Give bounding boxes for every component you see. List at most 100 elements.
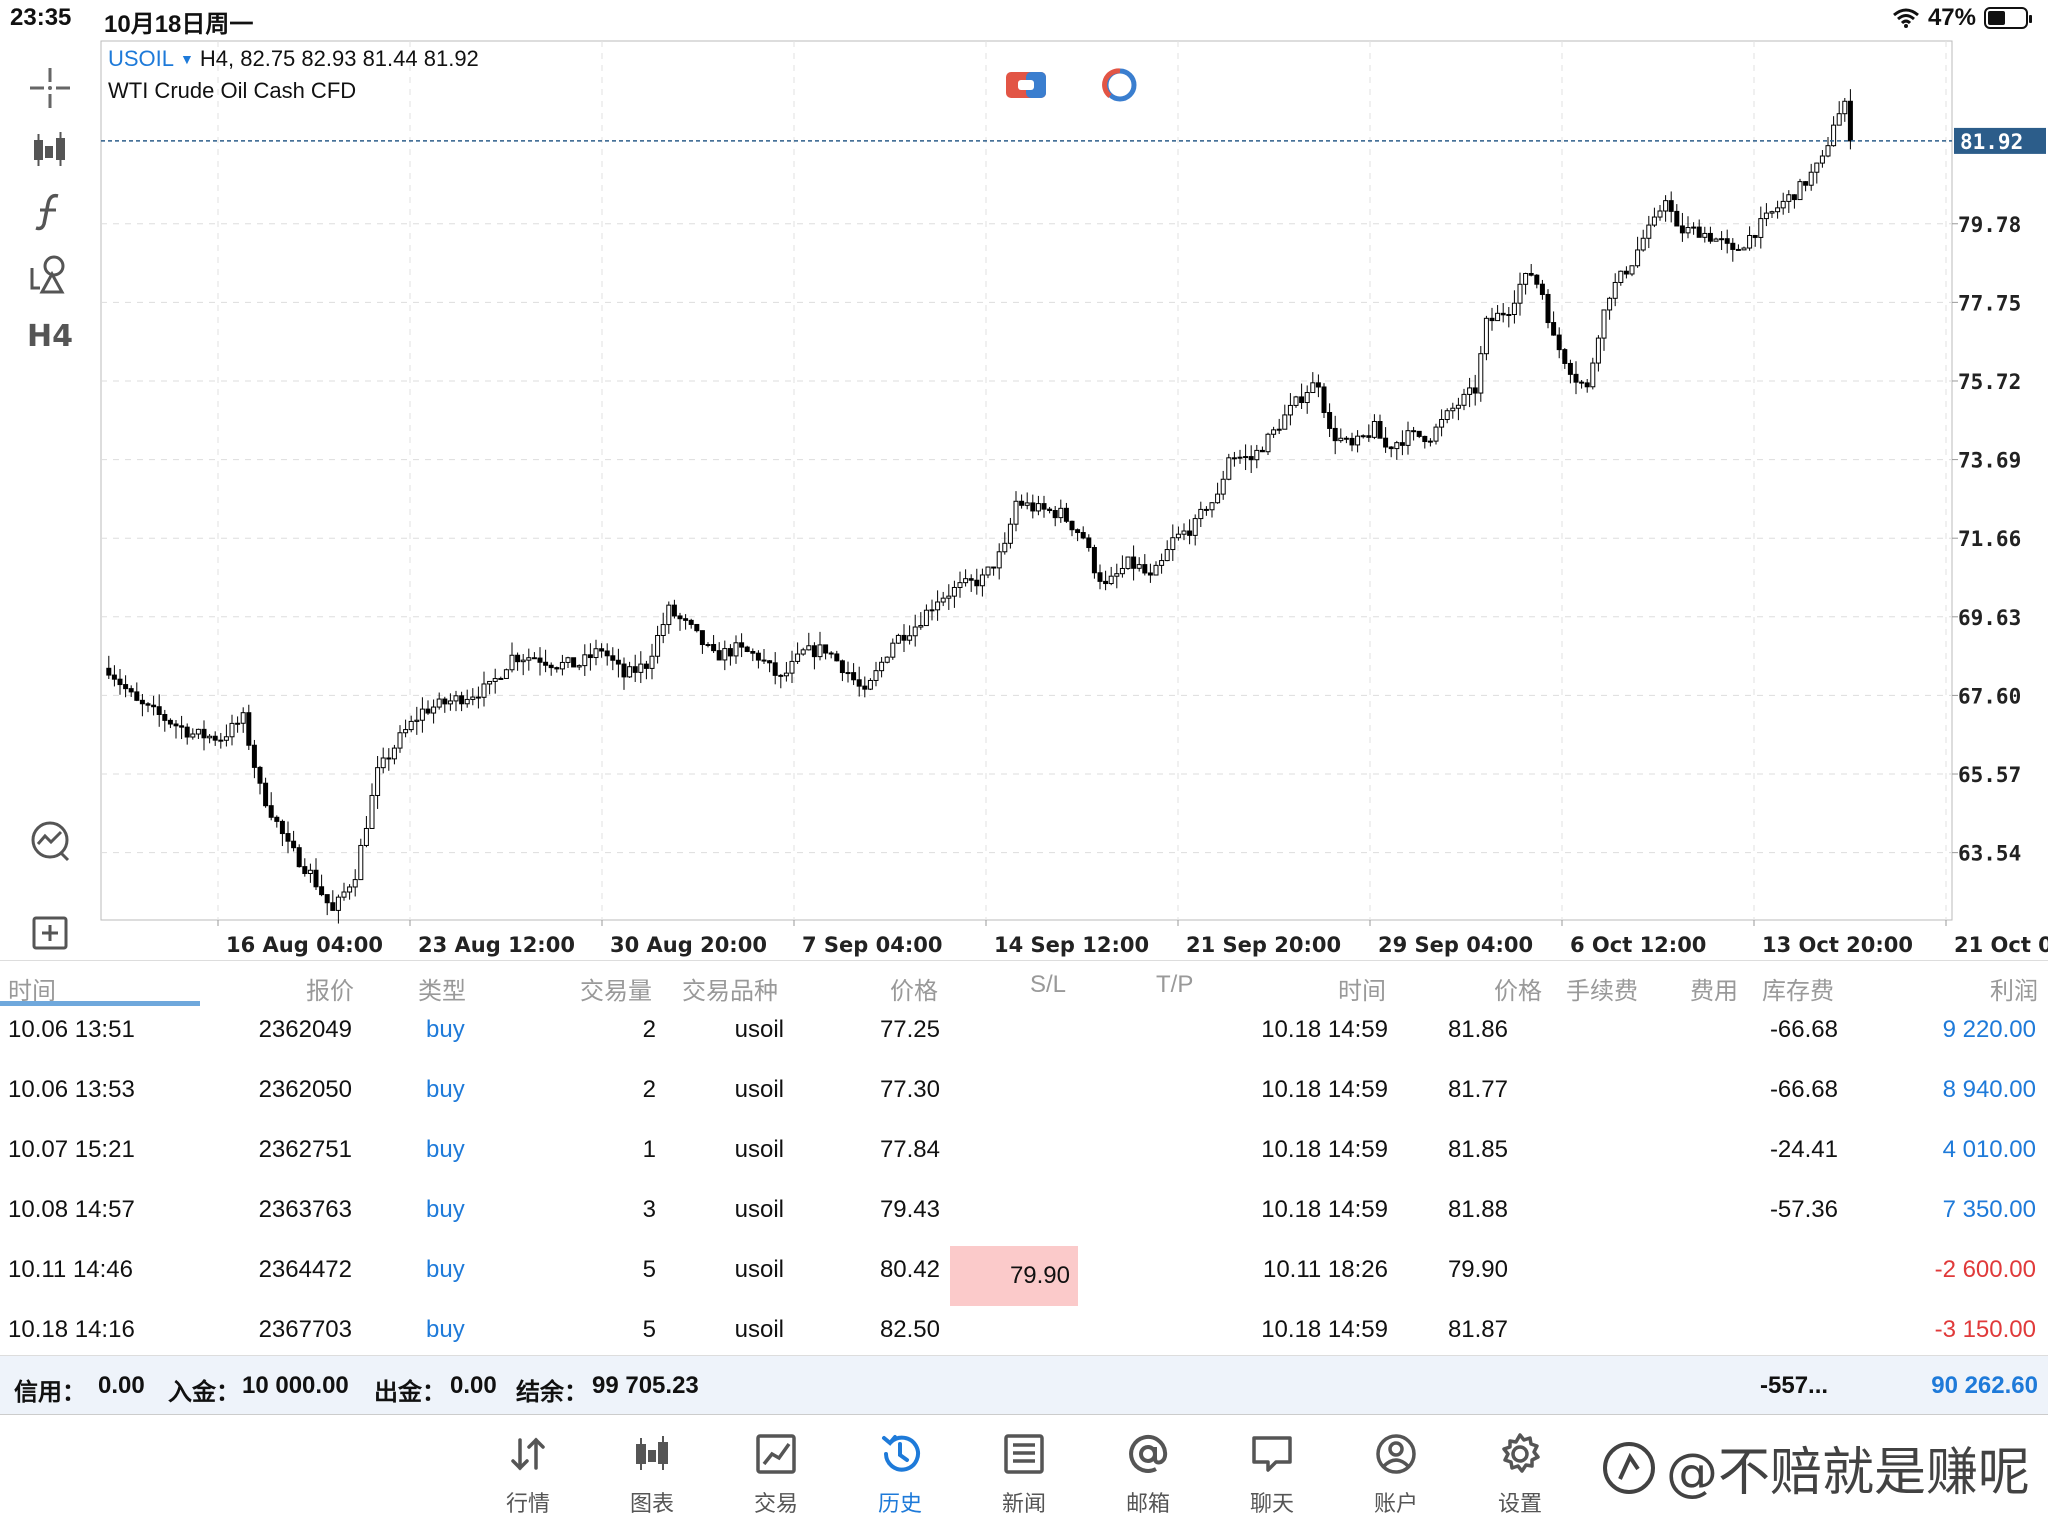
cell-symbol: usoil: [734, 1316, 784, 1343]
col-price[interactable]: 价格: [890, 978, 938, 1005]
cell-price: 80.42: [879, 1256, 940, 1283]
nav-chat[interactable]: 聊天: [1222, 1430, 1322, 1518]
nav-history[interactable]: 历史: [850, 1430, 950, 1518]
y-tick-label: 67.60: [1958, 684, 2021, 708]
table-row[interactable]: 10.11 14:46 2364472 buy 5 usoil 80.42 79.90 10.…: [0, 1246, 2048, 1306]
cell-close-price: 81.86: [1447, 1016, 1508, 1043]
cell-close-price: 81.77: [1447, 1076, 1508, 1103]
candle-body: [1164, 549, 1170, 562]
table-row[interactable]: 10.06 13:51 2362049 buy 2 usoil 77.25 10.18 14…: [0, 1006, 2048, 1066]
nav-settings[interactable]: 设置: [1470, 1430, 1570, 1518]
candle-body: [503, 669, 509, 679]
cell-sl: [950, 1066, 1078, 1126]
symbol-selector[interactable]: USOIL: [108, 46, 175, 71]
candle-body: [520, 659, 526, 663]
col-type[interactable]: 类型: [418, 978, 466, 1005]
candle-body: [979, 574, 985, 587]
chart-type-icon[interactable]: [20, 120, 80, 180]
candle-body: [1741, 247, 1747, 251]
objects-icon[interactable]: [20, 244, 80, 304]
candle-body: [604, 650, 610, 657]
candle-body: [1730, 242, 1736, 250]
nav-quotes[interactable]: 行情: [478, 1430, 578, 1518]
table-body: 10.06 13:51 2362049 buy 2 usoil 77.25 10.18 14…: [0, 1006, 2048, 1366]
col-symbol[interactable]: 交易品种: [682, 978, 778, 1005]
candle-body: [1825, 145, 1831, 157]
trading-signals-icon[interactable]: [20, 810, 80, 870]
candle-body: [1411, 430, 1417, 433]
candle-body: [1052, 510, 1058, 519]
candle-body: [627, 666, 633, 678]
candle-body: [671, 604, 677, 617]
table-row[interactable]: 10.18 14:16 2367703 buy 5 usoil 82.50 10.18 14…: [0, 1306, 2048, 1366]
nav-mail[interactable]: 邮箱: [1098, 1430, 1198, 1518]
cell-close-time: 10.18 14:59: [1261, 1016, 1388, 1043]
col-fee[interactable]: 费用: [1690, 978, 1738, 1005]
col-sl[interactable]: S/L: [1030, 971, 1067, 998]
wifi-icon: [1892, 8, 1919, 28]
new-order-icon[interactable]: [20, 902, 80, 962]
candle-body: [414, 719, 420, 722]
one-click-trading-icon[interactable]: [1004, 68, 1048, 102]
y-tick-label: 75.72: [1958, 370, 2021, 394]
signal-status-icon[interactable]: [1098, 68, 1142, 102]
candle-body: [767, 660, 773, 664]
x-tick-label: 7 Sep 04:00: [802, 933, 942, 957]
candle-body: [195, 728, 201, 735]
col-open-time[interactable]: 时间: [8, 978, 56, 1005]
candle-body: [531, 657, 537, 660]
chart-area[interactable]: 79.78 77.75 75.72 73.69 71.66 69.63 67.60 65.57…: [100, 40, 2048, 960]
crosshair-icon[interactable]: [20, 58, 80, 118]
price-chart[interactable]: 79.78 77.75 75.72 73.69 71.66 69.63 67.60 65.57…: [100, 40, 2048, 960]
chevron-down-icon[interactable]: ▼: [180, 51, 194, 67]
candle-body: [1405, 430, 1411, 446]
col-profit[interactable]: 利润: [1990, 978, 2038, 1005]
cell-order: 2362050: [258, 1076, 352, 1103]
cell-open-time: 10.18 14:16: [8, 1316, 135, 1343]
col-volume[interactable]: 交易量: [580, 978, 652, 1005]
candle-body: [1002, 542, 1008, 553]
nav-label: 账户: [1373, 1491, 1418, 1516]
candle-body: [179, 725, 185, 728]
nav-chart[interactable]: 图表: [602, 1430, 702, 1518]
candle-body: [1735, 248, 1741, 251]
candle-body: [823, 644, 829, 654]
candle-body: [279, 820, 285, 835]
candle-body: [1254, 449, 1260, 461]
candle-body: [1489, 317, 1495, 322]
candle-body: [184, 726, 190, 738]
candle-body: [201, 728, 207, 739]
candle-body: [1203, 508, 1209, 511]
nav-account[interactable]: 账户: [1346, 1430, 1446, 1518]
candle-body: [677, 615, 683, 620]
candle-body: [1495, 312, 1501, 322]
settings-icon: [1502, 1433, 1540, 1473]
timeframe-button[interactable]: H4: [20, 306, 80, 366]
status-right: 47%: [1892, 4, 2032, 32]
nav-news[interactable]: 新闻: [974, 1430, 1074, 1518]
col-close-price[interactable]: 价格: [1494, 978, 1542, 1005]
candle-body: [895, 634, 901, 644]
col-tp[interactable]: T/P: [1156, 971, 1194, 998]
table-row[interactable]: 10.06 13:53 2362050 buy 2 usoil 77.30 10.18 14…: [0, 1066, 2048, 1126]
candle-body: [951, 586, 957, 597]
candle-body: [1293, 396, 1299, 406]
col-swap[interactable]: 库存费: [1762, 978, 1834, 1005]
candle-body: [929, 609, 935, 612]
candle-body: [1035, 503, 1041, 512]
col-order[interactable]: 报价: [306, 978, 354, 1005]
candle-body: [1500, 312, 1506, 316]
candle-body: [425, 708, 431, 714]
status-date: 10月18日周一: [104, 11, 254, 38]
nav-trade[interactable]: 交易: [726, 1430, 826, 1518]
table-row[interactable]: 10.07 15:21 2362751 buy 1 usoil 77.84 10.18 14…: [0, 1126, 2048, 1186]
indicators-icon[interactable]: [20, 182, 80, 242]
candle-body: [543, 661, 549, 666]
candle-body: [1618, 270, 1624, 283]
col-commission[interactable]: 手续费: [1566, 978, 1638, 1005]
candle-body: [991, 566, 997, 569]
table-row[interactable]: 10.08 14:57 2363763 buy 3 usoil 79.43 10.18 14…: [0, 1186, 2048, 1246]
cell-type: buy: [426, 1196, 465, 1223]
candle-body: [839, 660, 845, 674]
col-close-time[interactable]: 时间: [1338, 978, 1386, 1005]
